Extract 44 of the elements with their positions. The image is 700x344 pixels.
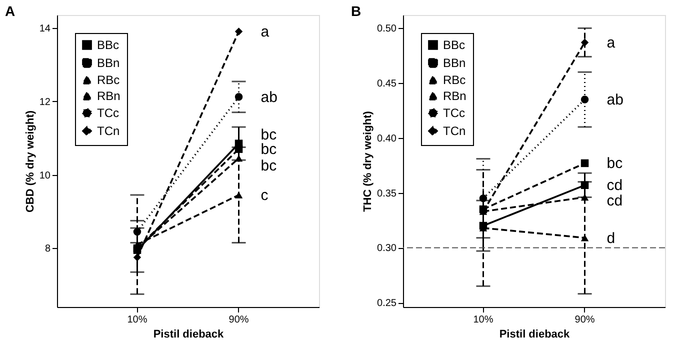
annotation: cd bbox=[606, 192, 623, 210]
annotation: c bbox=[260, 186, 269, 204]
annotation: a bbox=[260, 24, 270, 41]
annotation: a bbox=[606, 34, 616, 52]
y-tick-label: 0.25 bbox=[377, 298, 397, 310]
legend-label: BBc bbox=[443, 38, 466, 52]
y-tick-label: 0.30 bbox=[377, 243, 397, 254]
legend-label: TCn bbox=[97, 124, 120, 138]
chart-title: A bbox=[5, 3, 16, 19]
legend-label: TCn bbox=[443, 124, 466, 138]
y-axis-title: THC (% dry weight) bbox=[362, 110, 374, 212]
legend-label: TCc bbox=[97, 106, 119, 120]
y-tick-label: 14 bbox=[39, 23, 51, 34]
x-tick-label: 10% bbox=[127, 314, 148, 326]
y-tick-label: 8 bbox=[44, 244, 51, 255]
annotation: bc bbox=[260, 126, 278, 144]
y-tick-label: 0.40 bbox=[377, 133, 397, 144]
annotation: ab bbox=[260, 88, 278, 106]
y-tick-label: 10 bbox=[39, 170, 51, 182]
annotation: bc bbox=[260, 141, 278, 158]
legend-label: BBn bbox=[443, 56, 466, 70]
y-tick-label: 12 bbox=[39, 96, 51, 108]
y-tick-label: 0.50 bbox=[377, 24, 397, 35]
legend-label: BBc bbox=[97, 38, 120, 52]
y-axis-title: CBD (% dry weight) bbox=[24, 110, 36, 213]
annotation: d bbox=[606, 230, 616, 247]
legend-label: BBn bbox=[97, 56, 120, 70]
x-tick-label: 90% bbox=[574, 314, 595, 326]
y-tick-label: 0.35 bbox=[377, 188, 397, 200]
legend-label: TCc bbox=[443, 106, 465, 120]
x-axis-title: Pistil dieback bbox=[499, 328, 571, 340]
legend-label: RBc bbox=[443, 73, 466, 87]
x-axis-title: Pistil dieback bbox=[153, 328, 225, 340]
legend-label: RBc bbox=[97, 73, 120, 87]
legend-label: RBn bbox=[443, 89, 466, 103]
x-tick-label: 90% bbox=[228, 314, 249, 326]
annotation: bc bbox=[606, 155, 624, 172]
x-tick-label: 10% bbox=[473, 314, 494, 326]
chart-title: B bbox=[351, 3, 362, 19]
legend-label: RBn bbox=[97, 89, 120, 103]
annotation: bc bbox=[260, 158, 278, 175]
annotation: cd bbox=[606, 177, 623, 194]
annotation: ab bbox=[606, 92, 624, 109]
y-tick-label: 0.45 bbox=[377, 78, 397, 90]
